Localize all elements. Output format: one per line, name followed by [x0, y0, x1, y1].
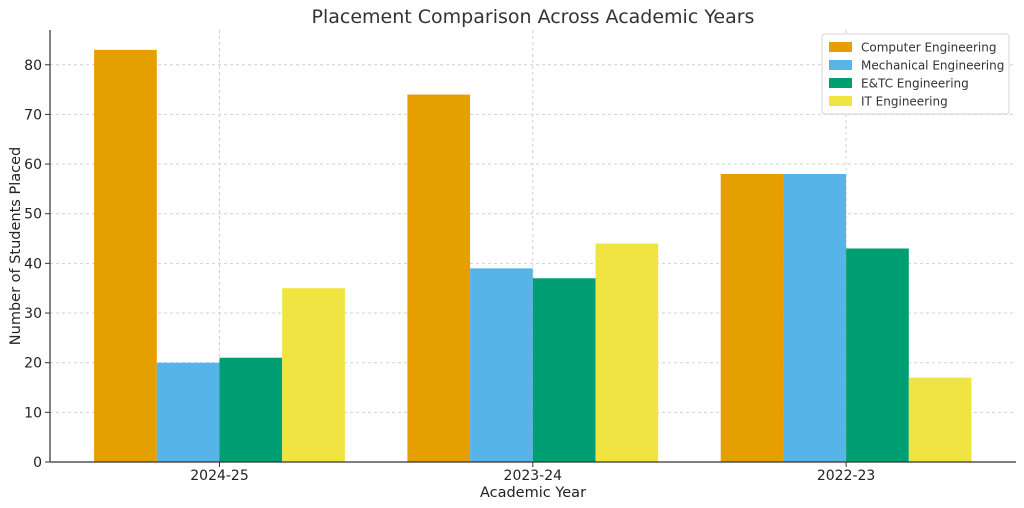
bar: [94, 49, 157, 463]
legend-label: Computer Engineering: [861, 41, 996, 55]
x-tick-label: 2024-25: [190, 468, 249, 484]
bar: [783, 174, 847, 462]
bar: [219, 357, 283, 462]
bar: [846, 248, 909, 462]
y-tick-label: 80: [24, 58, 42, 74]
legend-swatch: [829, 96, 852, 106]
y-ticks: 0 10 20 30 40 50 60 70 80: [24, 58, 50, 471]
y-tick-label: 60: [24, 157, 42, 173]
y-axis-label: Number of Students Placed: [8, 147, 24, 345]
legend: Computer Engineering Mechanical Engineeri…: [821, 33, 1010, 115]
bar: [470, 268, 533, 462]
chart-title: Placement Comparison Across Academic Yea…: [312, 6, 755, 28]
bar: [282, 288, 345, 462]
y-tick-label: 20: [24, 356, 42, 372]
y-tick-label: 70: [24, 107, 42, 123]
y-tick-label: 40: [24, 256, 42, 272]
bar: [908, 377, 972, 462]
x-ticks: 2024-25 2023-24 2022-23: [190, 462, 875, 484]
x-tick-label: 2022-23: [817, 468, 876, 484]
x-axis-label: Academic Year: [480, 485, 586, 501]
y-tick-label: 0: [33, 455, 42, 471]
bar: [156, 362, 220, 462]
bar: [720, 174, 784, 462]
legend-swatch: [829, 78, 852, 88]
x-tick-label: 2023-24: [504, 468, 563, 484]
y-tick-label: 50: [24, 207, 42, 223]
bars: [94, 49, 972, 463]
legend-label: IT Engineering: [861, 95, 948, 109]
y-tick-label: 10: [24, 405, 42, 421]
legend-label: E&TC Engineering: [861, 77, 969, 91]
legend-swatch: [829, 42, 852, 52]
legend-swatch: [829, 60, 852, 70]
legend-box: [821, 33, 1010, 115]
bar: [595, 243, 659, 462]
legend-label: Mechanical Engineering: [861, 59, 1004, 73]
bar: [407, 94, 471, 462]
y-tick-label: 30: [24, 306, 42, 322]
bar: [532, 278, 596, 462]
